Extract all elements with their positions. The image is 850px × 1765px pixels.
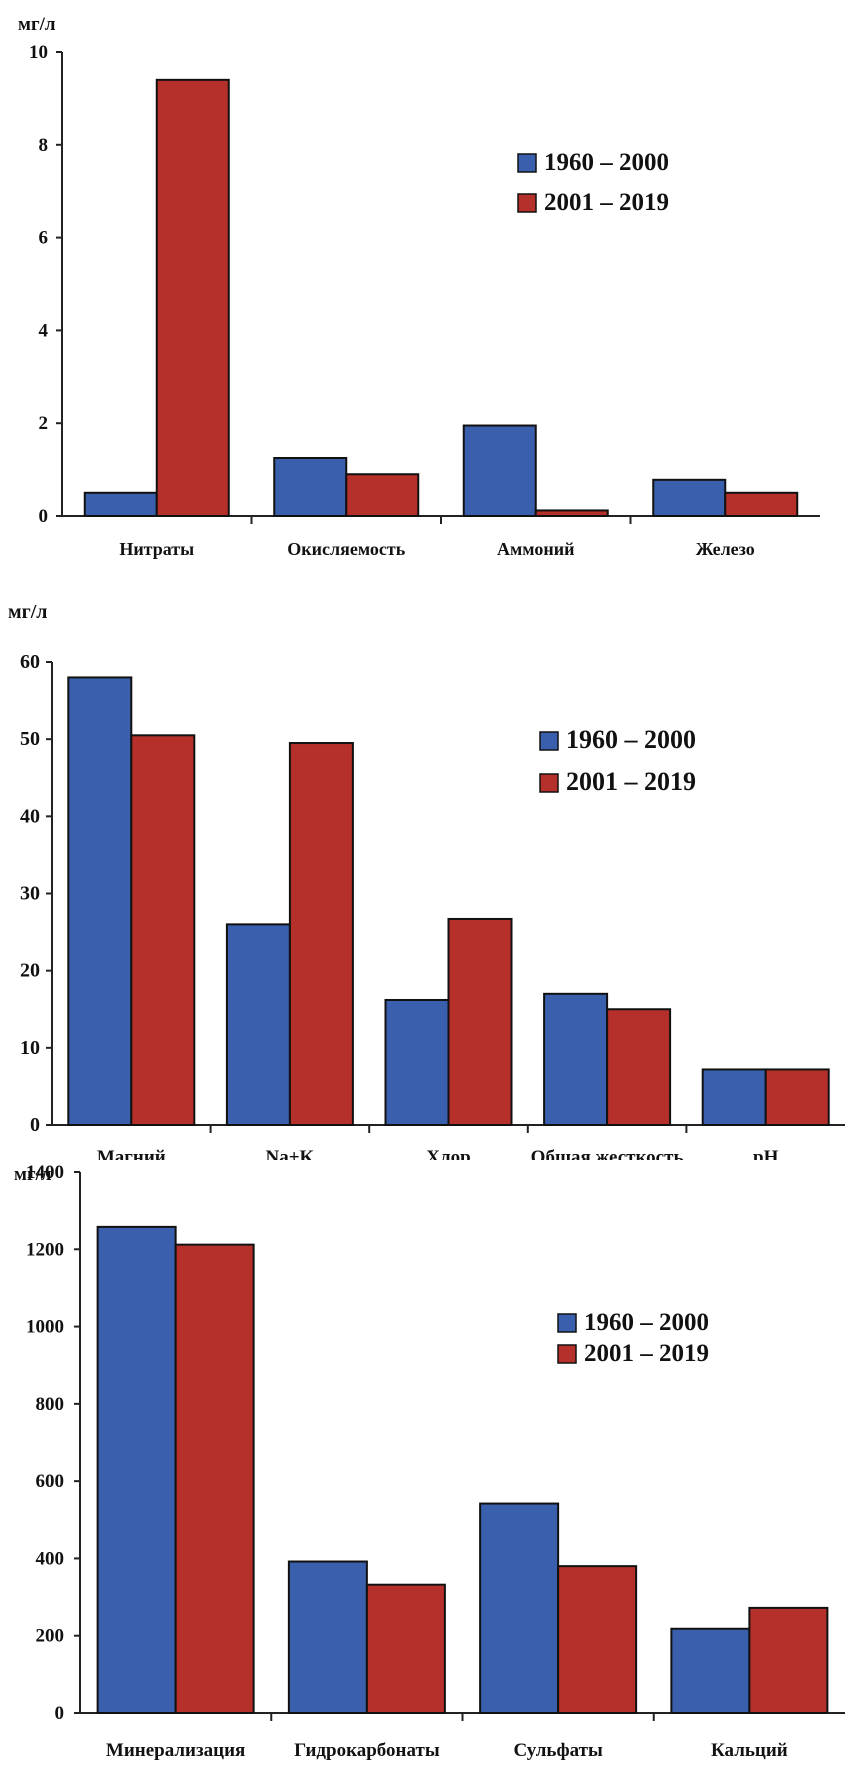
bar-series-2 (346, 474, 418, 516)
bar-series-1 (68, 677, 131, 1125)
y-tick-label: 1200 (26, 1239, 64, 1260)
bar-series-1 (85, 493, 157, 516)
y-tick-label: 4 (39, 320, 49, 341)
bar-series-1 (703, 1069, 766, 1125)
bar-series-1 (274, 458, 346, 516)
bar-series-1 (544, 994, 607, 1125)
y-axis-label: мг/л (8, 601, 47, 623)
bar-series-2 (449, 919, 512, 1125)
bar-series-2 (157, 80, 229, 516)
bar-series-2 (607, 1009, 670, 1125)
bar-series-2 (290, 743, 353, 1125)
y-tick-label: 0 (39, 506, 49, 527)
y-tick-label: 400 (36, 1548, 65, 1569)
bar-series-2 (131, 735, 194, 1125)
legend-label-2: 2001 – 2019 (584, 1340, 709, 1367)
y-tick-label: 8 (39, 135, 49, 156)
x-category-label: pH (753, 1147, 779, 1160)
legend-swatch-1 (558, 1314, 576, 1332)
legend-label-2: 2001 – 2019 (566, 767, 696, 796)
y-tick-label: 30 (20, 883, 40, 905)
bar-series-1 (289, 1562, 367, 1713)
x-category-label: Сульфаты (513, 1740, 602, 1761)
x-category-label: Na+K (265, 1147, 314, 1160)
chart-mineralization-panel: мг/л0200400600800100012001400Минерализац… (0, 1160, 850, 1765)
x-category-label: Аммоний (497, 539, 574, 559)
legend-swatch-2 (518, 194, 536, 212)
x-category-label: Окисляемость (287, 539, 405, 559)
x-category-label: Нитраты (119, 539, 194, 559)
x-category-label: Минерализация (106, 1740, 245, 1761)
x-category-label: Хлор (426, 1147, 470, 1160)
bar-series-2 (536, 510, 608, 516)
legend-swatch-2 (540, 774, 558, 792)
chart-nitrates-panel: мг/л 0 2 4 6 8 10 Нитраты Окисляемость Аммоний Жел… (0, 0, 850, 580)
y-tick-label: 10 (29, 42, 48, 63)
bar-series-2 (367, 1585, 445, 1713)
y-tick-label: 800 (36, 1394, 65, 1415)
y-tick-label: 200 (36, 1626, 65, 1647)
bar-series-1 (464, 426, 536, 516)
y-tick-label: 1400 (26, 1162, 64, 1183)
bar-series-1 (653, 480, 725, 516)
bar-series-1 (386, 1000, 449, 1125)
x-category-label: Общая жесткость (531, 1147, 684, 1160)
chart-magnesium-panel: мг/л 0 10 20 30 40 50 60 Магний Na+K Хлор Общая жес… (0, 580, 850, 1160)
bar-series-2 (558, 1566, 636, 1713)
y-tick-label: 0 (55, 1703, 65, 1724)
legend-swatch-2 (558, 1345, 576, 1363)
y-tick-label: 20 (20, 960, 40, 982)
y-tick-label: 40 (20, 805, 40, 827)
legend-label-1: 1960 – 2000 (584, 1309, 709, 1336)
x-category-label: Гидрокарбонаты (294, 1740, 440, 1761)
bar-series-2 (176, 1245, 254, 1713)
y-tick-label: 0 (30, 1114, 40, 1136)
x-category-label: Железо (696, 539, 755, 559)
legend-label-1: 1960 – 2000 (566, 725, 696, 754)
legend-label-1: 1960 – 2000 (544, 149, 669, 176)
y-tick-label: 600 (36, 1471, 65, 1492)
bar-series-2 (749, 1608, 827, 1713)
bar-series-1 (671, 1629, 749, 1713)
bar-series-1 (227, 924, 290, 1125)
bar-series-2 (725, 493, 797, 516)
bar-series-2 (766, 1069, 829, 1125)
legend-swatch-1 (540, 732, 558, 750)
y-tick-label: 10 (20, 1037, 40, 1059)
bar-series-1 (98, 1227, 176, 1713)
y-tick-label: 50 (20, 728, 40, 750)
y-tick-label: 60 (20, 651, 40, 673)
y-tick-label: 1000 (26, 1317, 64, 1338)
x-category-label: Кальций (711, 1740, 788, 1761)
legend-swatch-1 (518, 154, 536, 172)
x-category-label: Магний (97, 1147, 166, 1160)
y-tick-label: 6 (39, 228, 49, 249)
bar-series-1 (480, 1504, 558, 1713)
y-tick-label: 2 (39, 413, 49, 434)
legend-label-2: 2001 – 2019 (544, 189, 669, 216)
y-axis-label: мг/л (18, 14, 56, 35)
